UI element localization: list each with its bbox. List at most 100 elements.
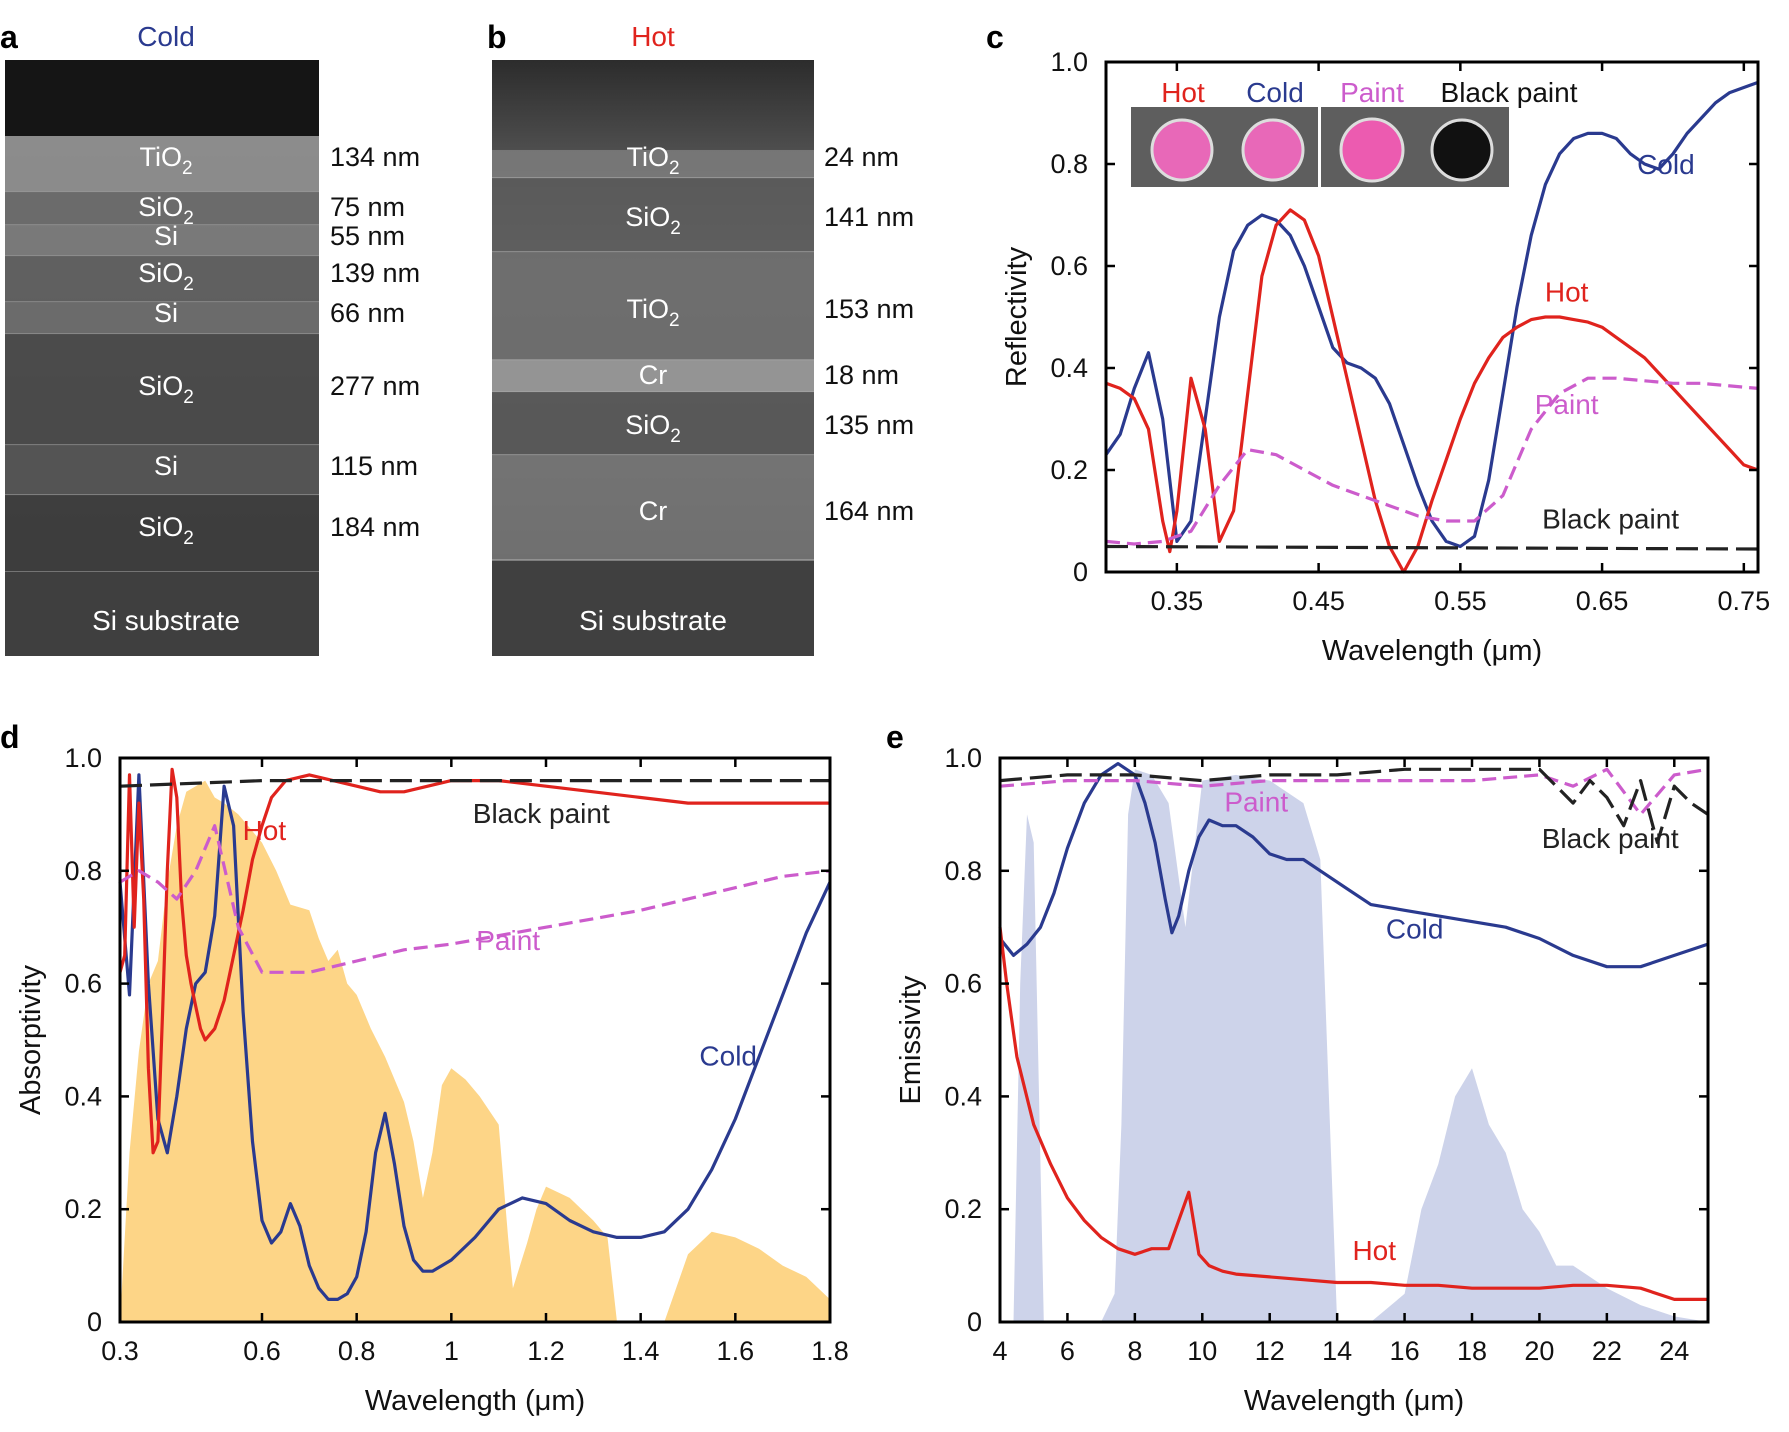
y-axis-label: Reflectivity xyxy=(1001,246,1033,387)
x-tick-label: 20 xyxy=(1524,1336,1554,1366)
cold-layer-3-material-base: SiO xyxy=(138,258,183,288)
inset-divider xyxy=(1318,107,1321,187)
x-tick-label: 0.8 xyxy=(338,1336,376,1366)
y-axis-label: Absorptivity xyxy=(15,965,47,1115)
cold-layer-2-material: Si xyxy=(154,221,178,251)
hot-layer-4-thickness: 135 nm xyxy=(824,410,914,440)
x-tick-label: 0.3 xyxy=(101,1336,139,1366)
cold-layer-0-material-base: TiO xyxy=(139,142,182,172)
inset-label-black-paint: Black paint xyxy=(1441,77,1578,108)
x-tick-label: 8 xyxy=(1127,1336,1142,1366)
cold-layer-6-material-base: Si xyxy=(154,451,178,481)
sem-top-void xyxy=(5,60,319,136)
panel-e: e 4 6 8 10 12 14 16 18 20 22 24 0 0.2 0.4 0.6 0.8 1.0 Wav… xyxy=(886,719,1710,1417)
hot-layer-0-material: TiO2 xyxy=(626,142,679,179)
cold-layer-1-material-base: SiO xyxy=(138,192,183,222)
reflectivity-chart: 0.35 0.45 0.55 0.65 0.75 0 0.2 0.4 0.6 0.8 1.0 Wave… xyxy=(1001,47,1770,667)
y-tick-label: 0.2 xyxy=(1050,455,1088,485)
series-black-paint-line xyxy=(1105,544,1759,551)
cold-layer-7-material-base: SiO xyxy=(138,512,183,542)
x-tick-label: 1.4 xyxy=(622,1336,660,1366)
hot-layer-2-thickness: 153 nm xyxy=(824,294,914,324)
y-axis-label: Emissivity xyxy=(895,975,927,1104)
inset-label-hot: Hot xyxy=(1161,77,1205,108)
x-tick-label: 0.65 xyxy=(1576,586,1629,616)
emissivity-chart: 4 6 8 10 12 14 16 18 20 22 24 0 0.2 0.4 0.6 0.8 1.0 Wavel… xyxy=(895,743,1710,1417)
plot-area xyxy=(1104,80,1759,574)
axes-frame xyxy=(118,756,832,1324)
series-label-black-paint: Black paint xyxy=(1542,504,1679,535)
hot-substrate-label: Si substrate xyxy=(579,605,727,636)
cold-substrate-band xyxy=(5,572,319,656)
series-label-cold: Cold xyxy=(699,1040,757,1071)
cold-layer-5-material-sub: 2 xyxy=(183,387,194,408)
series-label-paint: Paint xyxy=(476,925,540,956)
x-tick-label: 0.75 xyxy=(1718,586,1771,616)
cold-layer-band xyxy=(5,495,319,572)
cold-layer-7-material: SiO2 xyxy=(138,512,194,549)
x-tick-label: 0.6 xyxy=(243,1336,281,1366)
x-tick-label: 10 xyxy=(1187,1336,1217,1366)
series-label-hot: Hot xyxy=(1545,277,1589,308)
hot-layer-5-material: Cr xyxy=(639,496,668,526)
cold-substrate-label: Si substrate xyxy=(92,605,240,636)
series-hot-line xyxy=(118,767,830,1155)
series-label-black-paint: Black paint xyxy=(473,798,610,829)
series-hot-line xyxy=(998,927,1708,1301)
panel-letter-d: d xyxy=(0,719,20,755)
cold-layer-3-material: SiO2 xyxy=(138,258,194,295)
series-label-black-paint: Black paint xyxy=(1542,823,1679,854)
sem-substrate xyxy=(492,560,814,656)
series-paint-line xyxy=(119,824,831,974)
cold-layer-band xyxy=(5,256,319,302)
hot-layer-4-material: SiO2 xyxy=(625,410,681,447)
hot-layer-2-material-base: TiO xyxy=(626,294,669,324)
cold-layer-4-material-base: Si xyxy=(154,298,178,328)
x-tick-label: 1 xyxy=(444,1336,459,1366)
cold-layer-1-material-sub: 2 xyxy=(183,208,194,229)
panel-a-title: Cold xyxy=(137,21,195,52)
y-tick-label: 0.4 xyxy=(64,1081,102,1111)
x-tick-label: 22 xyxy=(1592,1336,1622,1366)
y-tick-label: 0.8 xyxy=(1050,149,1088,179)
series-label-cold: Cold xyxy=(1386,913,1444,944)
series-label-paint: Paint xyxy=(1224,787,1288,818)
cold-layer-band xyxy=(5,192,319,225)
sample-disc-paint xyxy=(1339,117,1405,183)
x-tick-label: 1.2 xyxy=(527,1336,565,1366)
panel-b-title: Hot xyxy=(631,21,675,52)
cold-layer-2-material-base: Si xyxy=(154,221,178,251)
hot-layer-1-thickness: 141 nm xyxy=(824,202,914,232)
plot-area xyxy=(998,762,1709,1322)
hot-layer-1-material-sub: 2 xyxy=(670,218,681,239)
series-label-hot: Hot xyxy=(243,815,287,846)
cold-layer-3-thickness: 139 nm xyxy=(330,258,420,288)
x-axis-label: Wavelength (μm) xyxy=(365,1385,585,1417)
inset-label-cold: Cold xyxy=(1246,77,1304,108)
series-cold-line xyxy=(118,773,832,1301)
cold-layer-band xyxy=(5,445,319,495)
cold-layer-band xyxy=(5,225,319,256)
hot-layer-0-thickness: 24 nm xyxy=(824,142,899,172)
cold-layer-0-material-sub: 2 xyxy=(182,158,193,179)
series-label-paint: Paint xyxy=(1535,389,1599,420)
plot-area xyxy=(118,767,832,1322)
y-tick-label: 0 xyxy=(87,1307,102,1337)
hot-layer-4-material-sub: 2 xyxy=(670,426,681,447)
cold-layer-5-material: SiO2 xyxy=(138,371,194,408)
hot-layer-5-thickness: 164 nm xyxy=(824,496,914,526)
x-tick-label: 18 xyxy=(1457,1336,1487,1366)
cold-layer-7-thickness: 184 nm xyxy=(330,512,420,542)
hot-layer-2-material-sub: 2 xyxy=(669,310,680,331)
series-cold-line xyxy=(998,762,1709,969)
panel-letter-c: c xyxy=(986,19,1004,55)
hot-layer-0-material-sub: 2 xyxy=(669,158,680,179)
sample-disc-hot xyxy=(1150,118,1214,182)
hot-layer-5-material-base: Cr xyxy=(639,496,668,526)
x-tick-label: 12 xyxy=(1255,1336,1285,1366)
y-tick-label: 0.6 xyxy=(64,969,102,999)
cold-layer-4-material: Si xyxy=(154,298,178,328)
cold-layer-6-material: Si xyxy=(154,451,178,481)
